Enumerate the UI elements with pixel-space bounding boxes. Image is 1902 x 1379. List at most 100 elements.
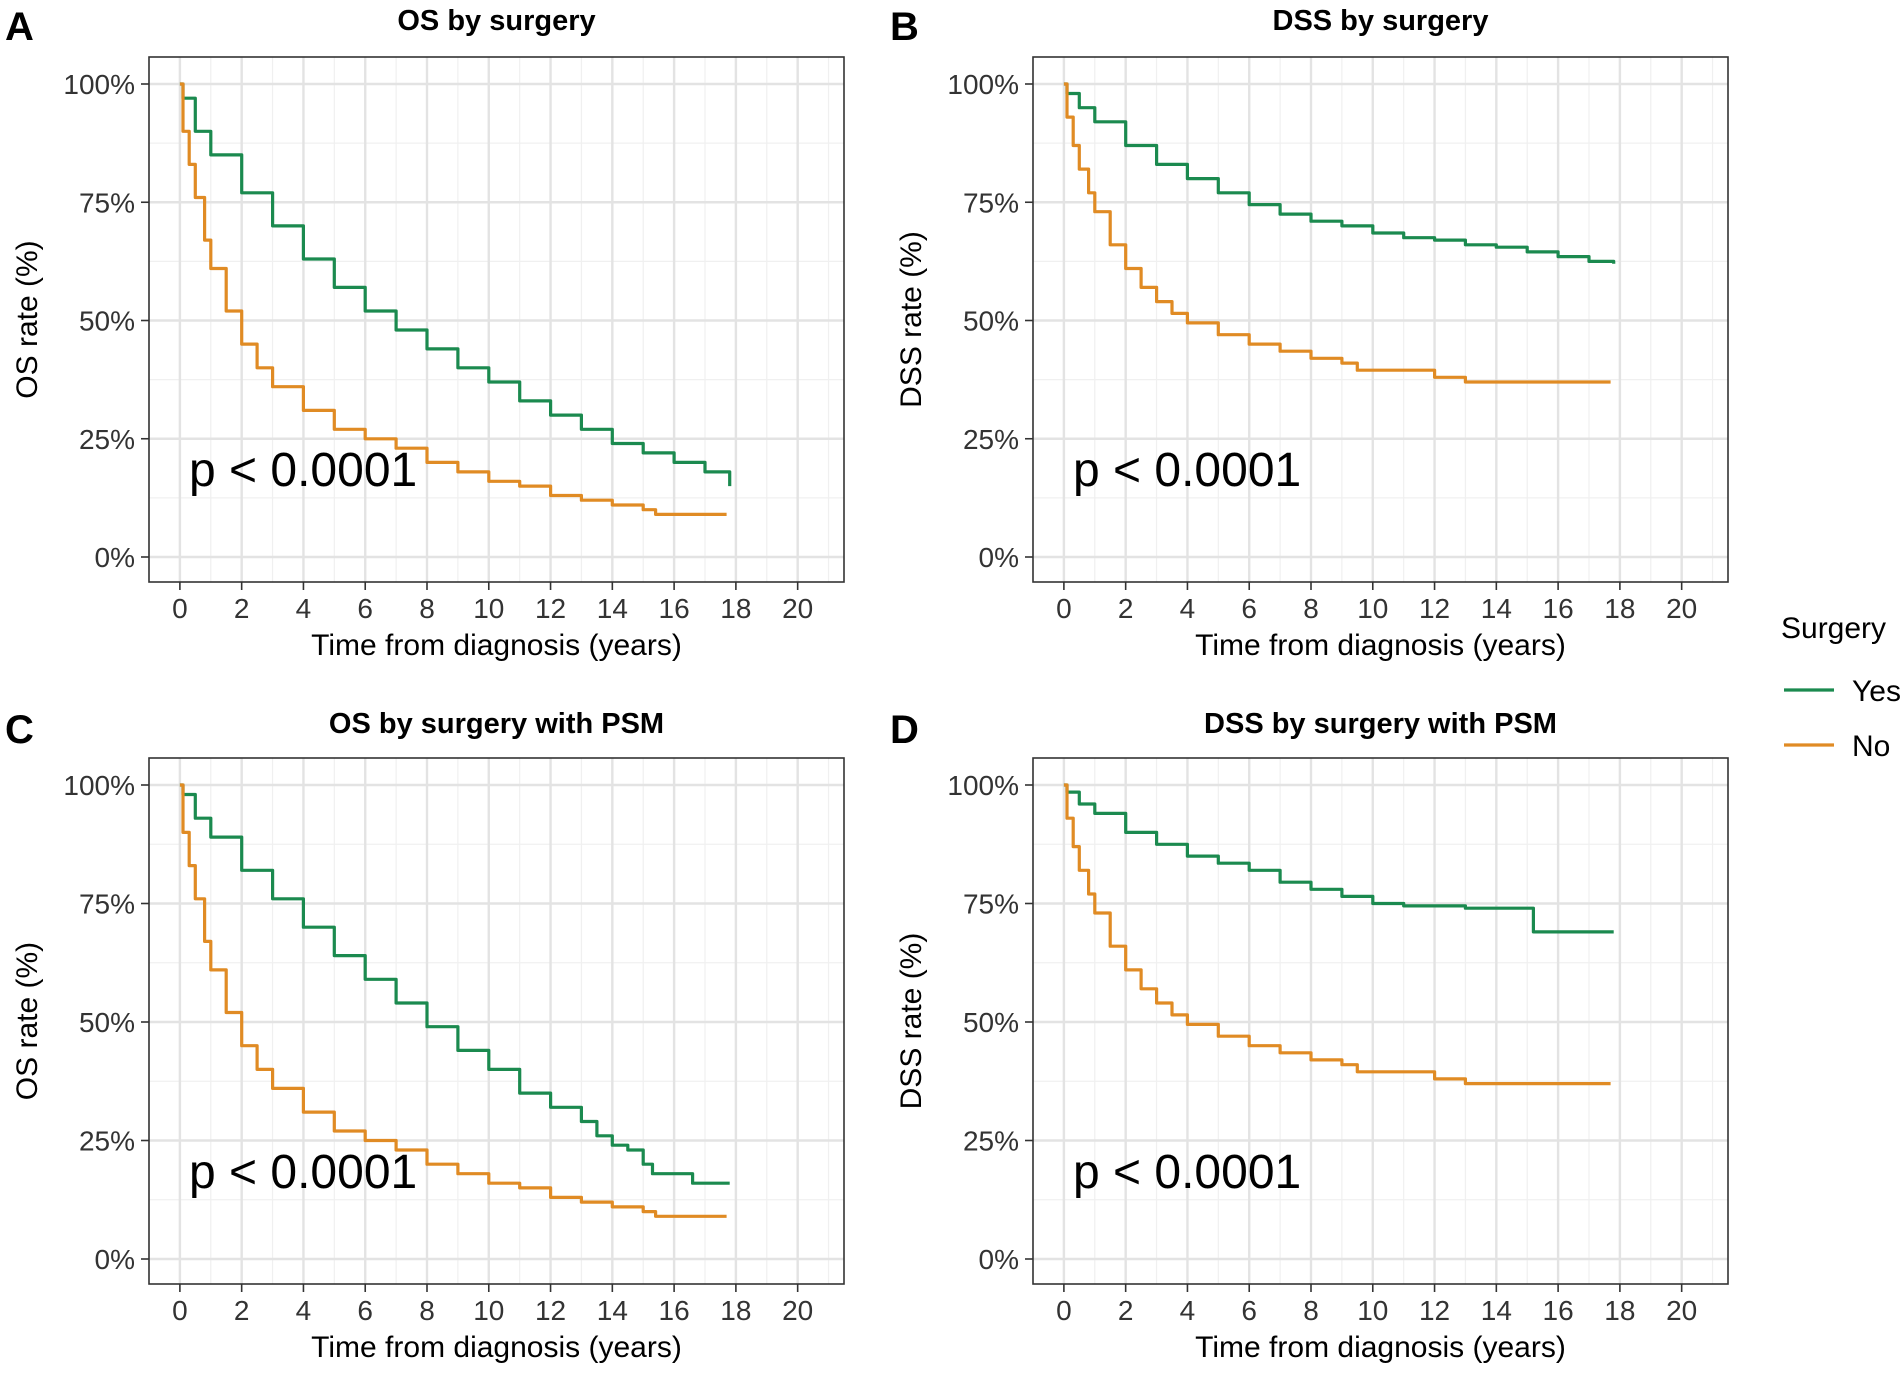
x-tick-label: 14	[1481, 1295, 1512, 1326]
survival-curve-yes	[1063, 783, 1614, 934]
major-gridlines	[1033, 57, 1728, 582]
x-tick-label: 8	[1303, 1295, 1319, 1326]
panel-title: OS by surgery	[397, 5, 595, 37]
y-axis-title: OS rate (%)	[11, 240, 44, 398]
x-tick-label: 12	[1419, 1295, 1450, 1326]
y-tick-label: 25%	[963, 1126, 1019, 1157]
legend-label-no: No	[1852, 730, 1890, 763]
x-tick-label: 6	[1241, 1295, 1257, 1326]
p-value-annotation: p < 0.0001	[1073, 1146, 1301, 1199]
y-tick-label: 100%	[947, 770, 1019, 801]
x-tick-label: 6	[1241, 593, 1257, 624]
y-tick-label: 25%	[79, 1126, 135, 1157]
y-tick-label: 50%	[963, 306, 1019, 337]
survival-curve-no	[179, 82, 727, 516]
x-tick-label: 4	[296, 593, 312, 624]
y-tick-label: 50%	[79, 306, 135, 337]
p-value-annotation: p < 0.0001	[1073, 444, 1301, 497]
legend-title: Surgery	[1781, 612, 1886, 645]
x-tick-label: 4	[296, 1295, 312, 1326]
panel-letter: A	[5, 5, 34, 49]
major-gridlines	[149, 758, 844, 1284]
panel-letter: D	[890, 708, 919, 752]
y-tick-label: 100%	[947, 69, 1019, 100]
x-tick-label: 2	[234, 1295, 250, 1326]
x-tick-label: 12	[1419, 593, 1450, 624]
x-tick-label: 16	[659, 1295, 690, 1326]
plot-border	[148, 56, 845, 583]
p-value-annotation: p < 0.0001	[189, 1146, 417, 1199]
survival-curve-yes	[179, 783, 730, 1185]
panel-b: B DSS by surgery 0 2 4 6 8 10 12 14 16 18 20 0% 25% 50%…	[890, 5, 1729, 662]
x-tick-label: 2	[1118, 593, 1134, 624]
x-tick-label: 6	[357, 1295, 373, 1326]
y-tick-label: 0%	[979, 542, 1019, 573]
y-tick-label: 25%	[79, 424, 135, 455]
panel-title: DSS by surgery	[1273, 5, 1489, 37]
x-tick-label: 18	[1604, 593, 1635, 624]
x-axis-title: Time from diagnosis (years)	[311, 1331, 682, 1364]
survival-curve-no	[1063, 82, 1611, 384]
plot-border	[1032, 757, 1729, 1285]
x-tick-label: 14	[597, 1295, 628, 1326]
x-tick-label: 20	[782, 593, 813, 624]
legend: Surgery Yes No	[1781, 612, 1901, 763]
survival-curve-yes	[179, 82, 732, 487]
survival-curve-no	[1063, 783, 1611, 1086]
x-tick-label: 0	[172, 593, 188, 624]
panel-title: OS by surgery with PSM	[329, 708, 664, 740]
panel-letter: C	[5, 708, 34, 752]
x-tick-label: 20	[1666, 593, 1697, 624]
plot-border	[148, 757, 845, 1285]
major-gridlines	[149, 57, 844, 582]
x-tick-label: 2	[1118, 1295, 1134, 1326]
y-tick-label: 25%	[963, 424, 1019, 455]
x-tick-label: 18	[1604, 1295, 1635, 1326]
x-tick-label: 2	[234, 593, 250, 624]
x-tick-label: 10	[1357, 593, 1388, 624]
x-tick-label: 20	[1666, 1295, 1697, 1326]
y-tick-label: 75%	[79, 187, 135, 218]
y-tick-label: 0%	[979, 1244, 1019, 1275]
x-axis-title: Time from diagnosis (years)	[1195, 1331, 1566, 1364]
y-tick-label: 0%	[95, 1244, 135, 1275]
survival-curve-no	[179, 783, 727, 1218]
panel-c: C OS by surgery with PSM 0 2 4 6 8 10 12 14 16 18 20…	[5, 708, 845, 1364]
x-tick-label: 6	[357, 593, 373, 624]
y-axis-title: OS rate (%)	[11, 942, 44, 1100]
panel-d: D DSS by surgery with PSM 0 2 4 6 8 10 12 14 16 18 2…	[890, 708, 1729, 1364]
p-value-annotation: p < 0.0001	[189, 444, 417, 497]
x-axis-title: Time from diagnosis (years)	[311, 629, 682, 662]
y-axis-title: DSS rate (%)	[895, 231, 928, 408]
y-tick-label: 75%	[963, 889, 1019, 920]
y-tick-label: 50%	[79, 1007, 135, 1038]
x-tick-label: 16	[1543, 1295, 1574, 1326]
x-tick-label: 16	[1543, 593, 1574, 624]
y-tick-label: 100%	[63, 69, 135, 100]
panel-a: A OS by surgery 0 2 4 6 8 10 12 14 16 18 20 0% 25% 50% 7…	[5, 5, 845, 662]
x-tick-label: 4	[1180, 1295, 1196, 1326]
x-tick-label: 4	[1180, 593, 1196, 624]
major-gridlines	[1033, 758, 1728, 1284]
y-axis-title: DSS rate (%)	[895, 933, 928, 1110]
x-tick-label: 12	[535, 593, 566, 624]
x-tick-label: 0	[1056, 593, 1072, 624]
panel-title: DSS by surgery with PSM	[1204, 708, 1557, 740]
x-tick-label: 20	[782, 1295, 813, 1326]
x-tick-label: 12	[535, 1295, 566, 1326]
x-tick-label: 14	[1481, 593, 1512, 624]
x-tick-label: 0	[1056, 1295, 1072, 1326]
legend-label-yes: Yes	[1852, 675, 1901, 708]
x-axis-title: Time from diagnosis (years)	[1195, 629, 1566, 662]
y-tick-label: 75%	[79, 889, 135, 920]
x-tick-label: 8	[1303, 593, 1319, 624]
y-tick-label: 0%	[95, 542, 135, 573]
x-tick-label: 18	[720, 593, 751, 624]
panel-letter: B	[890, 5, 919, 49]
x-tick-label: 18	[720, 1295, 751, 1326]
x-tick-label: 16	[659, 593, 690, 624]
x-tick-label: 10	[473, 1295, 504, 1326]
survival-curve-yes	[1063, 82, 1616, 264]
